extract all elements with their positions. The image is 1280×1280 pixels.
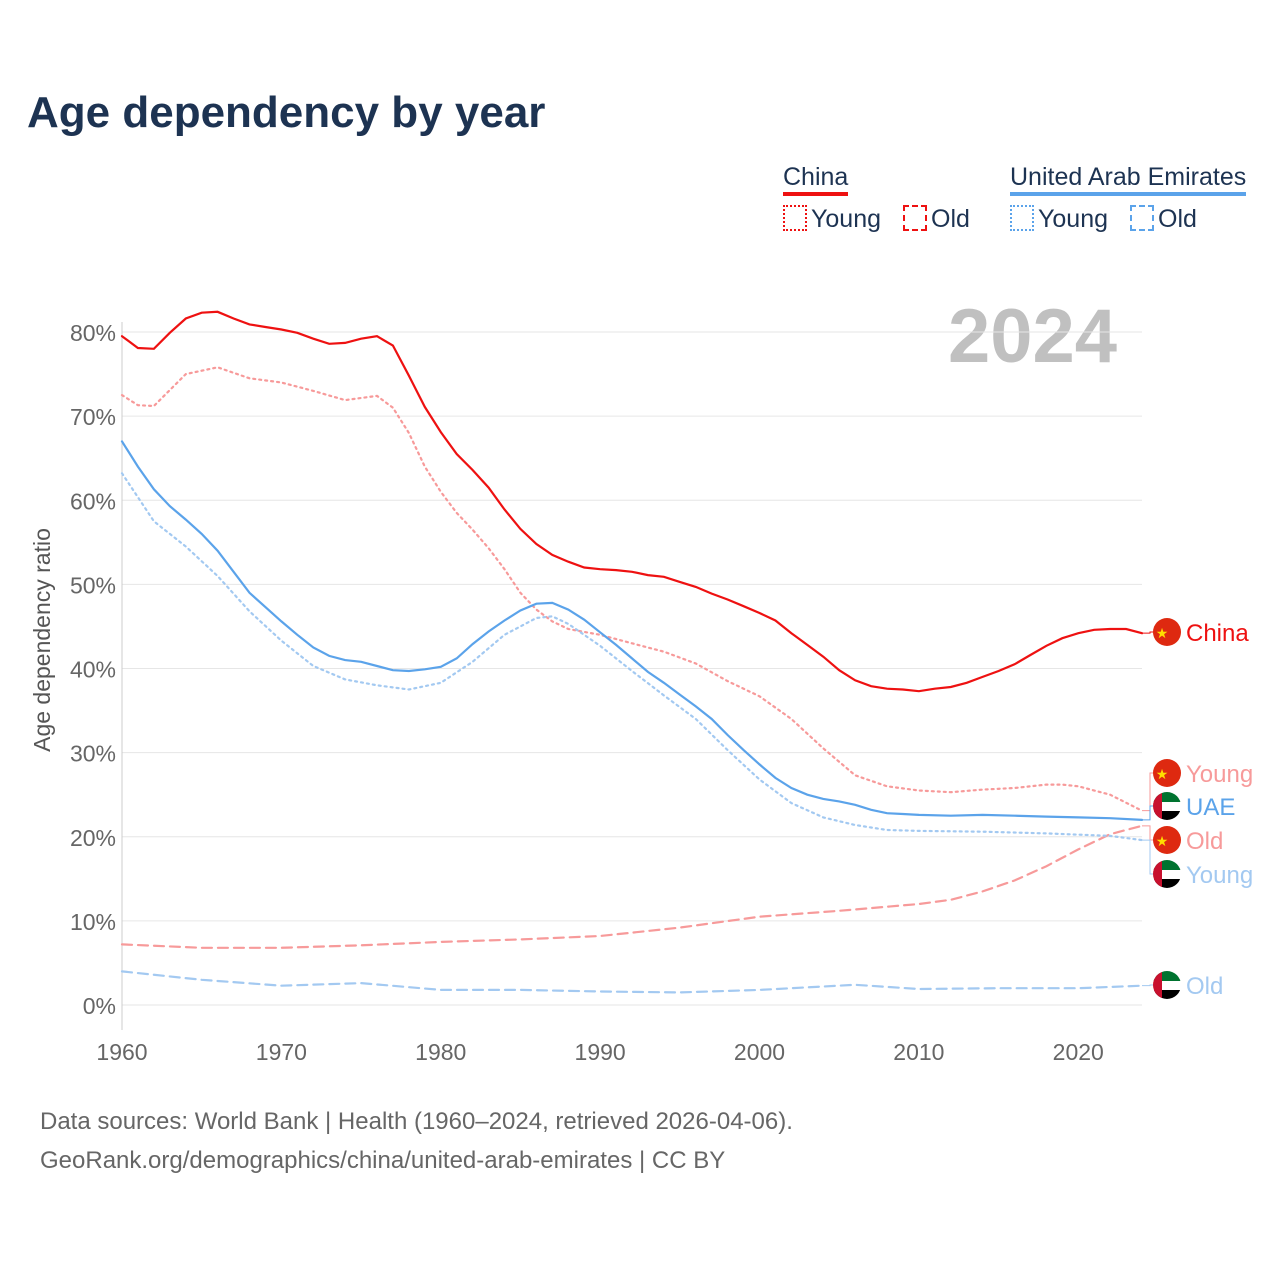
legend-label: Young (811, 205, 881, 233)
y-tick-label: 0% (83, 993, 116, 1019)
y-axis-label: Age dependency ratio (29, 528, 55, 752)
china-flag-icon (1153, 759, 1181, 787)
dotted-swatch-icon (783, 205, 807, 231)
end-label: China (1186, 620, 1249, 647)
uae-flag-icon (1153, 971, 1181, 981)
x-tick-label: 2010 (893, 1039, 944, 1065)
y-tick-label: 80% (70, 320, 116, 346)
label-connector (1142, 984, 1155, 987)
label-connector (1142, 631, 1155, 634)
end-label: Young (1186, 862, 1253, 889)
flag-star-icon: ★ (1156, 766, 1169, 782)
uae-flag-icon (1153, 870, 1181, 879)
legend-china[interactable]: China (783, 163, 849, 196)
x-tick-label: 1990 (575, 1039, 626, 1065)
legend-uae-old[interactable]: Old (1130, 205, 1197, 234)
series-line-uae-old (120, 970, 1144, 994)
x-tick-label: 2020 (1053, 1039, 1104, 1065)
series-line-uae (120, 440, 1144, 821)
flag-star-icon: ★ (1156, 833, 1169, 849)
legend-label: Old (1158, 205, 1197, 233)
china-flag-icon (1153, 618, 1181, 646)
flag-star-icon: ★ (1156, 625, 1169, 641)
legend-uae-young[interactable]: Young (1010, 205, 1108, 234)
x-tick-label: 1960 (96, 1039, 147, 1065)
y-tick-label: 50% (70, 572, 116, 598)
label-connector (1142, 839, 1155, 875)
x-tick-label: 1980 (415, 1039, 466, 1065)
y-tick-label: 60% (70, 488, 116, 514)
uae-flag-icon (1153, 990, 1181, 999)
uae-flag-icon (1153, 860, 1162, 888)
source-line: Data sources: World Bank | Health (1960–… (40, 1108, 793, 1135)
series-line-uae-young (120, 472, 1144, 842)
china-flag-icon (1153, 826, 1181, 854)
legend-uae[interactable]: United Arab Emirates (1010, 163, 1247, 196)
label-connector (1142, 805, 1155, 821)
chart-title: Age dependency by year (27, 88, 546, 137)
x-tick-label: 2000 (734, 1039, 785, 1065)
uae-flag-icon (1153, 811, 1181, 820)
end-label: Old (1186, 828, 1223, 855)
y-tick-label: 40% (70, 657, 116, 683)
uae-flag-icon (1153, 971, 1162, 999)
y-tick-label: 10% (70, 909, 116, 935)
dashed-swatch-icon (903, 205, 927, 231)
end-label: Young (1186, 761, 1253, 788)
series-line-china-young (120, 366, 1144, 812)
legend-china-young[interactable]: Young (783, 205, 881, 234)
legend-label: Old (931, 205, 970, 233)
series-line-china (120, 310, 1144, 693)
x-tick-label: 1970 (256, 1039, 307, 1065)
label-connector (1142, 825, 1155, 841)
source-url[interactable]: GeoRank.org/demographics/china/united-ar… (40, 1147, 726, 1174)
dashed-swatch-icon (1130, 205, 1154, 231)
uae-flag-icon (1153, 802, 1181, 811)
legend-china-old[interactable]: Old (903, 205, 970, 234)
dotted-swatch-icon (1010, 205, 1034, 231)
label-connector (1142, 772, 1155, 812)
uae-flag-icon (1153, 879, 1181, 888)
uae-flag-icon (1153, 792, 1162, 820)
uae-flag-icon (1153, 792, 1181, 802)
end-label: UAE (1186, 794, 1235, 821)
y-tick-label: 70% (70, 404, 116, 430)
legend-label: Young (1038, 205, 1108, 233)
y-tick-label: 30% (70, 741, 116, 767)
series-line-china-old (120, 824, 1144, 949)
uae-flag-icon (1153, 981, 1181, 990)
end-label: Old (1186, 973, 1223, 1000)
year-watermark: 2024 (948, 294, 1117, 379)
y-tick-label: 20% (70, 825, 116, 851)
uae-flag-icon (1153, 860, 1181, 870)
